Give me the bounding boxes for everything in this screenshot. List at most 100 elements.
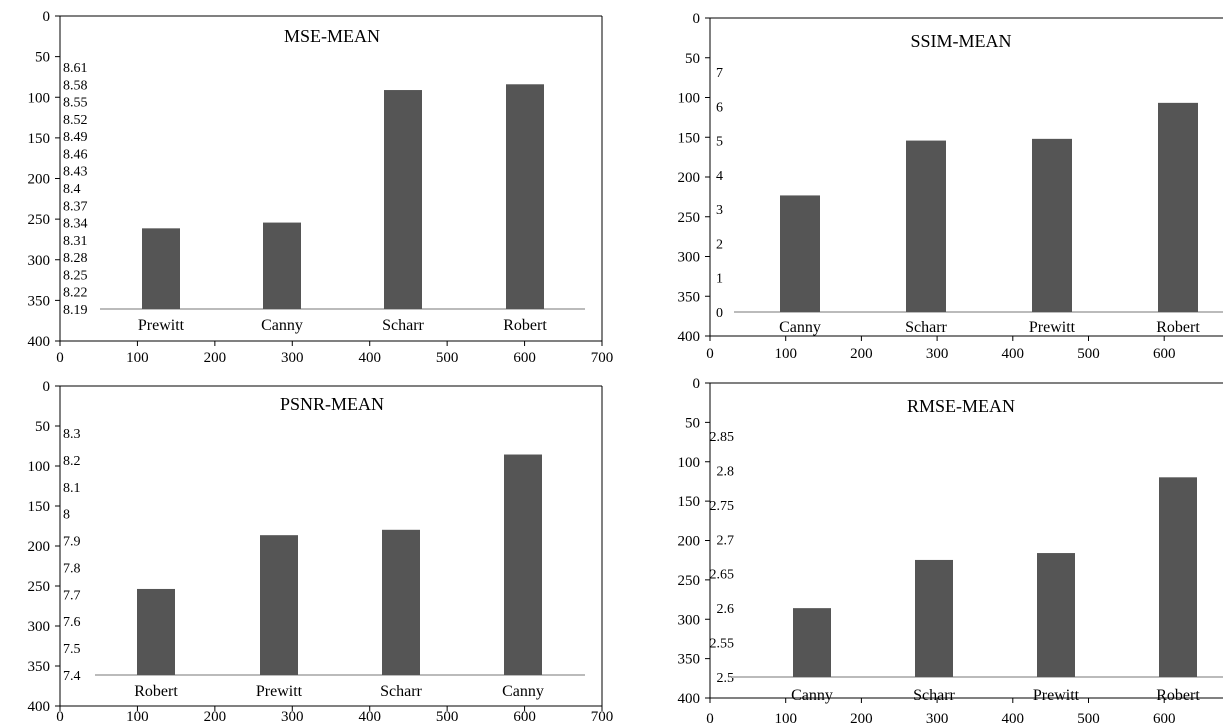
category-label: Prewitt [256,683,303,700]
frame-x-tick-label: 600 [513,350,536,366]
bar-robert [506,84,544,310]
value-axis-tick-label: 8.37 [63,199,88,214]
value-axis-tick-label: 2.85 [710,430,735,445]
value-axis-tick-label: 8.4 [63,182,81,197]
frame-x-tick-label: 0 [706,711,714,727]
value-axis-tick-label: 2.7 [717,533,735,548]
category-label: Prewitt [138,317,185,334]
value-axis-tick-label: 2.6 [717,602,735,617]
frame-x-tick-label: 400 [358,709,381,725]
category-label: Scharr [382,317,424,334]
frame-y-tick-label: 150 [28,131,51,147]
value-axis-tick-label: 8.61 [63,61,88,76]
frame-y-tick-label: 400 [28,699,51,715]
frame-y-tick-label: 0 [693,11,701,27]
bar-prewitt [1032,138,1072,312]
value-axis-tick-label: 8.46 [63,147,88,162]
value-axis-tick-label: 8.43 [63,165,88,180]
frame-y-tick-label: 0 [43,9,51,25]
value-axis-tick-label: 8.58 [63,78,88,93]
frame-y-tick-label: 350 [28,659,51,675]
frame-x-tick-label: 400 [1002,711,1025,727]
value-axis-tick-label: 3 [716,203,723,218]
ssim-mean-chart: 0 50 100 150 200 250 300 350 400 0 100 200 300 400 500… [612,0,1223,368]
value-axis-tick-label: 7.6 [63,615,81,630]
value-axis-tick-label: 2.55 [710,637,735,652]
frame-x-tick-label: 500 [1077,346,1100,362]
psnr-mean-chart: 0 50 100 150 200 250 300 350 400 0 100 200 300 400 500… [0,368,614,728]
frame-x-tick-label: 100 [126,709,149,725]
value-axis-tick-label: 2 [716,237,723,252]
category-label: Canny [261,317,303,334]
value-axis-tick-label: 4 [716,169,723,184]
category-label: Scharr [905,319,947,336]
value-axis-tick-label: 8.1 [63,481,81,496]
frame-x-tick-label: 100 [774,711,797,727]
frame-x-tick-label: 600 [1153,711,1176,727]
bar-prewitt [260,535,298,675]
category-label: Robert [503,317,547,334]
value-axis-tick-label: 8.28 [63,251,88,266]
bar-robert [1159,477,1197,677]
value-axis-tick-label: 7.5 [63,642,81,657]
frame-y-tick-label: 200 [28,172,51,188]
frame-x-tick-label: 600 [1153,346,1176,362]
bar-canny [263,222,301,309]
frame-y-tick-label: 250 [28,212,51,228]
value-axis-tick-label: 1 [716,272,723,287]
bar-canny [780,195,820,312]
value-axis-tick-label: 6 [716,100,723,115]
frame-y-tick-label: 350 [678,289,701,305]
chart-title: SSIM-MEAN [910,31,1011,51]
frame-y-tick-label: 0 [43,379,51,395]
category-label: Robert [1156,319,1200,336]
frame-y-tick-label: 250 [28,579,51,595]
frame-y-tick-label: 100 [28,90,51,106]
category-label: Scharr [380,683,422,700]
frame-x-tick-label: 300 [281,350,304,366]
frame-y-tick-label: 150 [678,130,701,146]
frame-x-tick-label: 400 [1002,346,1025,362]
frame-x-tick-label: 300 [281,709,304,725]
value-axis-tick-label: 7.8 [63,561,81,576]
mse-mean-chart: 0 50 100 150 200 250 300 350 400 0 100 200 300 400 500… [0,0,614,368]
frame-y-tick-label: 50 [35,50,50,66]
frame-x-tick-label: 300 [926,346,949,362]
frame-x-tick-label: 0 [706,346,714,362]
frame-x-tick-label: 500 [436,709,459,725]
frame-y-tick-label: 300 [678,612,701,628]
frame-x-tick-label: 600 [513,709,536,725]
bar-robert [137,588,175,675]
frame-y-tick-label: 0 [693,376,701,392]
value-axis-tick-label: 8.49 [63,130,88,145]
frame-y-tick-label: 50 [685,51,700,67]
frame-x-tick-label: 700 [591,709,614,725]
chart-title: PSNR-MEAN [280,394,384,414]
bar-scharr [382,529,420,675]
category-label: Prewitt [1029,319,1076,336]
value-axis-tick-label: 8.3 [63,427,81,442]
value-axis-tick-label: 5 [716,135,723,150]
frame-y-tick-label: 350 [678,652,701,668]
bar-prewitt [142,228,180,309]
frame-y-tick-label: 400 [678,691,701,707]
frame-y-tick-label: 350 [28,293,51,309]
value-axis-tick-label: 7.4 [63,669,81,684]
value-axis-tick-label: 8.55 [63,96,88,111]
value-axis-tick-label: 2.65 [710,568,735,583]
frame-y-tick-label: 250 [678,573,701,589]
frame-y-tick-label: 300 [28,253,51,269]
value-axis-tick-label: 2.75 [710,499,735,514]
value-axis-tick-label: 8.22 [63,286,88,301]
frame-y-tick-label: 150 [678,494,701,510]
value-axis-tick-label: 2.8 [717,464,735,479]
bar-scharr [384,90,422,309]
frame-y-tick-label: 50 [35,419,50,435]
value-axis-tick-label: 7.7 [63,588,81,603]
frame-y-tick-label: 400 [28,334,51,350]
chart-title: RMSE-MEAN [907,396,1015,416]
value-axis-tick-label: 8.2 [63,454,81,469]
frame-y-tick-label: 250 [678,210,701,226]
value-axis-tick-label: 0 [716,306,723,321]
frame-y-tick-label: 50 [685,415,700,431]
